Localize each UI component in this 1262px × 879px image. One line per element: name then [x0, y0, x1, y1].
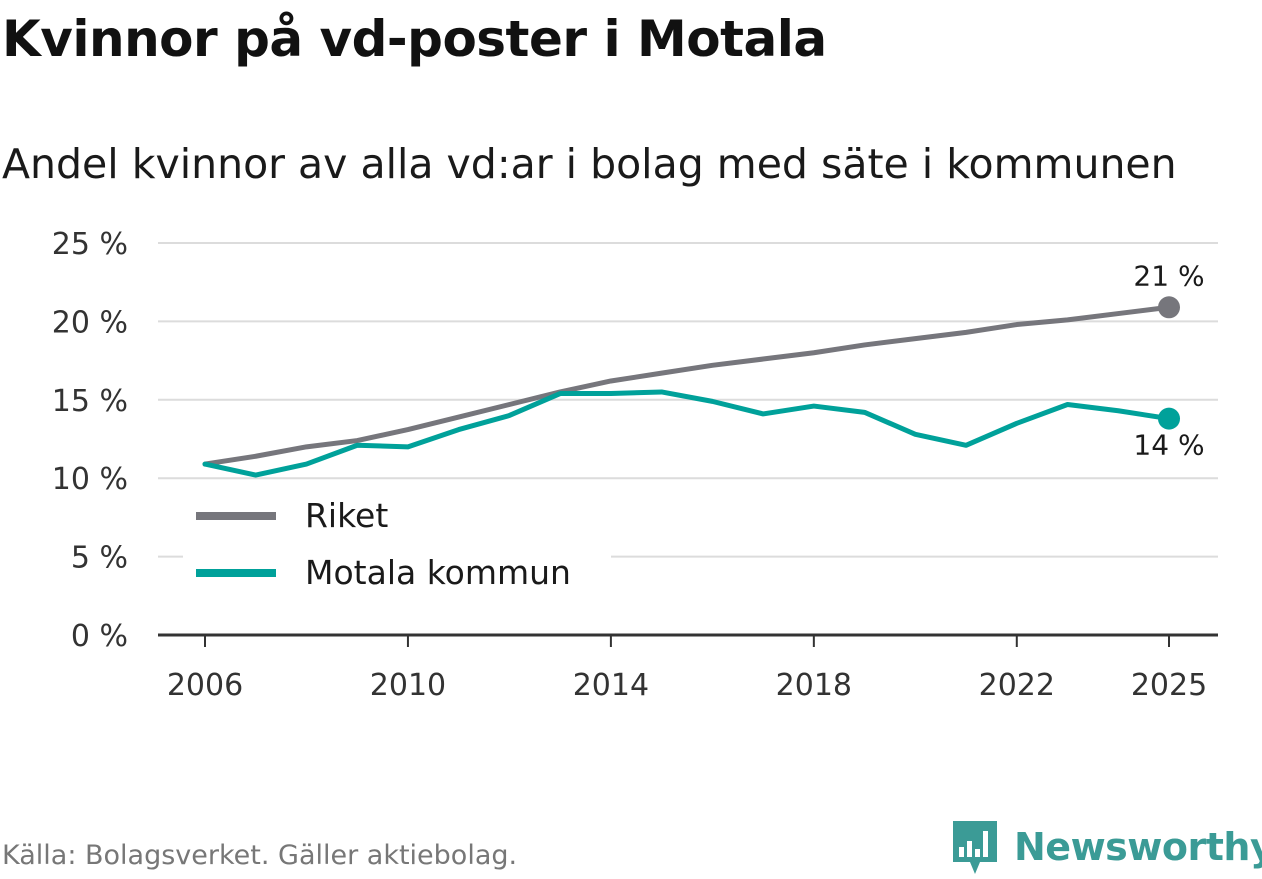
series-end-point-1	[1158, 407, 1180, 430]
brand-logo[interactable]: Newsworthy	[950, 818, 1262, 876]
series-end-label-0: 21 %	[1133, 259, 1204, 292]
x-axis-ticks: 2006 2010 2014 2018 2022 2025	[167, 635, 1207, 703]
y-tick-label: 5 %	[71, 541, 128, 576]
legend: Riket Motala kommun	[183, 496, 611, 601]
x-tick-label: 2010	[370, 668, 446, 703]
series-end-point-0	[1158, 296, 1180, 319]
x-tick-label: 2014	[573, 668, 649, 703]
legend-label-0: Riket	[305, 496, 388, 535]
series-line-0	[202, 304, 1172, 467]
legend-label-1: Motala kommun	[305, 553, 571, 592]
source-note: Källa: Bolagsverket. Gäller aktiebolag.	[2, 840, 518, 871]
brand-name: Newsworthy	[1014, 825, 1262, 869]
chart-title: Kvinnor på vd-poster i Motala	[2, 10, 827, 68]
x-tick-label: 2006	[167, 668, 243, 703]
series-end-label-1: 14 %	[1133, 429, 1204, 462]
y-tick-label: 20 %	[52, 305, 128, 340]
y-tick-label: 10 %	[52, 462, 128, 497]
series-lines: 21 % 14 %	[202, 259, 1205, 478]
x-tick-label: 2025	[1131, 668, 1207, 703]
line-chart: 0 %5 %10 %15 %20 %25 % 2006 2010 2014 2018 2…	[52, 227, 1218, 703]
y-axis-ticks: 0 % 5 % 10 % 15 % 20 % 25 %	[52, 227, 128, 654]
newsworthy-logo-icon	[953, 821, 997, 874]
x-tick-label: 2022	[979, 668, 1055, 703]
series-line-1	[202, 389, 1172, 478]
x-tick-label: 2018	[776, 668, 852, 703]
y-tick-label: 15 %	[52, 384, 128, 419]
chart-subtitle: Andel kvinnor av alla vd:ar i bolag med …	[2, 140, 1177, 188]
y-tick-label: 25 %	[52, 227, 128, 262]
gridlines	[158, 242, 1218, 637]
y-tick-label: 0 %	[71, 619, 128, 654]
